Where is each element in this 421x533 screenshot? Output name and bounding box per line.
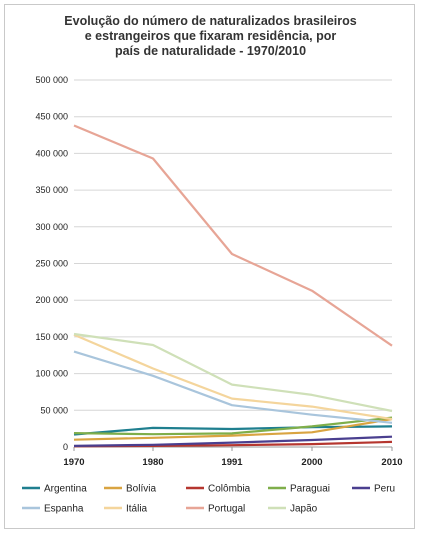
legend-label: Paraguai	[290, 484, 330, 495]
y-tick-label: 400 000	[35, 148, 68, 158]
y-tick-label: 350 000	[35, 185, 68, 195]
chart-title-line-3: país de naturalidade - 1970/2010	[114, 44, 307, 58]
y-tick-label: 150 000	[35, 332, 68, 342]
series-line-peru	[73, 435, 393, 447]
legend-label: Itália	[126, 504, 148, 515]
series-line-paraguai	[73, 416, 393, 436]
legend-label: Portugal	[208, 504, 245, 515]
y-tick-label: 450 000	[35, 112, 68, 122]
legend-label: Argentina	[44, 484, 87, 495]
x-tick-label: 1970	[63, 457, 84, 468]
chart-title-line-1: Evolução do número de naturalizados bras…	[64, 14, 357, 28]
y-tick-label: 200 000	[35, 295, 68, 305]
series-line-bolívia	[73, 418, 393, 441]
y-tick-label: 250 000	[35, 259, 68, 269]
series-line-japão	[73, 332, 393, 413]
series-line-itália	[73, 333, 393, 421]
legend-label: Japão	[290, 504, 318, 515]
y-tick-label: 100 000	[35, 369, 68, 379]
legend-label: Peru	[374, 484, 395, 495]
y-tick-label: 0	[63, 442, 68, 452]
chart-title-line-2: e estrangeiros que fixaram residência, p…	[84, 29, 337, 43]
x-tick-label: 2000	[301, 457, 322, 468]
legend-label: Espanha	[44, 504, 84, 515]
series-line-portugal	[73, 124, 393, 347]
x-tick-label: 1991	[221, 457, 243, 468]
y-tick-label: 300 000	[35, 222, 68, 232]
legend-label: Bolívia	[126, 484, 156, 495]
series-line-espanha	[73, 350, 393, 424]
chart-title: Evolução do número de naturalizados bras…	[20, 14, 401, 59]
x-tick-label: 1980	[142, 457, 163, 468]
legend-label: Colômbia	[208, 484, 251, 495]
chart-frame	[4, 4, 415, 529]
y-tick-label: 50 000	[40, 405, 68, 415]
y-tick-label: 500 000	[35, 75, 68, 85]
x-tick-label: 2010	[381, 457, 402, 468]
